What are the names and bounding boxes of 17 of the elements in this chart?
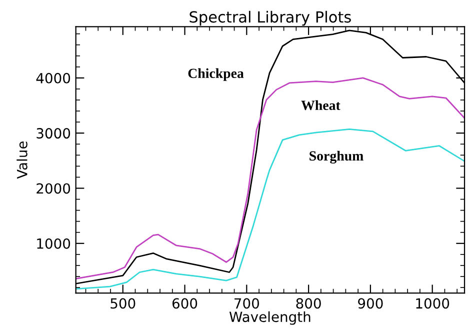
x-tick-label: 600	[172, 298, 198, 309]
y-tick-label: 1000	[37, 238, 70, 249]
chart-title: Spectral Library Plots	[190, 10, 351, 26]
x-tick-label: 800	[296, 298, 321, 309]
y-tick-label: 2000	[36, 183, 70, 194]
y-axis-title: Value	[16, 142, 28, 179]
x-tick-label: 1000	[416, 298, 450, 309]
x-tick-label: 900	[358, 298, 383, 309]
x-axis-title: Wavelength	[229, 311, 310, 325]
series-label: Chickpea	[188, 68, 244, 81]
series-label: Wheat	[301, 100, 340, 110]
x-tick-label: 700	[234, 298, 259, 309]
y-tick-label: 3000	[36, 128, 70, 139]
series-label: Sorghum	[310, 150, 364, 164]
y-tick-label: 4000	[36, 72, 70, 84]
x-tick-label: 500	[110, 298, 136, 309]
line-series	[76, 128, 465, 290]
